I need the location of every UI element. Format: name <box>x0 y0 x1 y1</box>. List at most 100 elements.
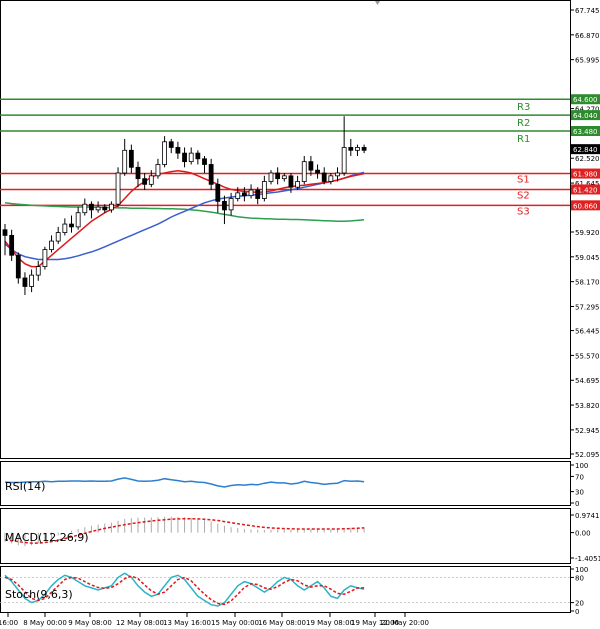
x-tick-label: 9 May 08:00 <box>68 619 112 627</box>
candle-body <box>295 181 301 188</box>
candle[interactable] <box>202 155 207 173</box>
candle[interactable] <box>175 141 181 159</box>
candle[interactable] <box>35 260 41 281</box>
level-badge-s2 <box>571 184 600 195</box>
level-value-r1: 63.480 <box>573 128 598 136</box>
current-price-value: 62.840 <box>573 146 598 154</box>
candle[interactable] <box>89 201 94 219</box>
candle-body <box>228 198 234 211</box>
candle[interactable] <box>215 178 221 213</box>
candle-body <box>281 175 287 180</box>
x-tick-label: 16 May 08:00 <box>258 619 306 627</box>
candle[interactable] <box>155 158 161 179</box>
candle[interactable] <box>9 229 15 261</box>
candle[interactable] <box>75 207 81 230</box>
candle[interactable] <box>335 167 340 182</box>
candle[interactable] <box>188 147 194 165</box>
candle-body <box>321 172 327 182</box>
price-tick-label: 52.945 <box>575 427 600 435</box>
candle-body <box>35 266 41 276</box>
candle[interactable] <box>82 198 88 216</box>
candle[interactable] <box>222 195 227 225</box>
rsi-line <box>4 477 365 488</box>
price-tick-label: 61.645 <box>575 180 600 188</box>
candle[interactable] <box>29 269 35 293</box>
candle-body <box>328 175 334 182</box>
candle-body <box>175 147 181 154</box>
price-tick-label: 52.095 <box>575 451 600 459</box>
candle[interactable] <box>55 226 61 244</box>
price-tick-label: 59.920 <box>575 229 600 237</box>
candle-body <box>122 149 128 174</box>
candle-body <box>182 152 187 163</box>
candle-body <box>135 166 141 180</box>
candle[interactable] <box>248 184 254 199</box>
candle[interactable] <box>49 235 54 253</box>
candle[interactable] <box>122 138 128 176</box>
macd-panel[interactable] <box>0 508 571 564</box>
candle[interactable] <box>268 170 274 185</box>
candle[interactable] <box>255 187 261 205</box>
stoch-panel[interactable] <box>0 566 571 613</box>
candle[interactable] <box>182 147 187 168</box>
price-tick-label: 54.695 <box>575 377 600 385</box>
candle[interactable] <box>281 172 287 182</box>
candle[interactable] <box>102 204 108 213</box>
candle[interactable] <box>348 138 354 156</box>
candle[interactable] <box>361 144 367 154</box>
candle[interactable] <box>261 175 267 202</box>
candle[interactable] <box>22 272 28 295</box>
candle[interactable] <box>301 155 307 185</box>
candle[interactable] <box>42 246 48 270</box>
x-tick-label: 16:00 <box>0 619 18 627</box>
candle[interactable] <box>142 172 148 191</box>
candle[interactable] <box>275 167 281 185</box>
candle[interactable] <box>115 167 121 208</box>
candle-body <box>62 223 68 233</box>
candle-body <box>29 274 35 287</box>
candle[interactable] <box>328 172 334 185</box>
candle[interactable] <box>135 161 141 188</box>
candle-body <box>142 178 148 185</box>
candle[interactable] <box>355 144 360 156</box>
candle[interactable] <box>95 201 101 213</box>
candle[interactable] <box>321 167 327 185</box>
level-name-r1: R1 <box>517 134 530 145</box>
candle-body <box>109 203 114 211</box>
candle[interactable] <box>148 170 154 188</box>
candle[interactable] <box>15 252 21 284</box>
candle[interactable] <box>128 144 134 173</box>
candle[interactable] <box>295 175 301 191</box>
scroll-marker-icon[interactable] <box>375 1 380 5</box>
rsi-tick-label: 0 <box>575 500 579 508</box>
level-value-s2: 61.420 <box>573 186 598 194</box>
candle[interactable] <box>162 136 168 168</box>
candle-body <box>115 172 121 205</box>
candle[interactable] <box>288 172 294 193</box>
candle[interactable] <box>235 187 241 202</box>
candle[interactable] <box>308 155 314 176</box>
candle-body <box>268 172 274 182</box>
candle-body <box>188 152 194 163</box>
candle-body <box>202 158 207 165</box>
candle[interactable] <box>315 164 320 179</box>
candle-body <box>95 206 101 211</box>
candle-body <box>82 203 88 214</box>
stoch-d-line <box>4 575 365 606</box>
candle[interactable] <box>2 224 8 256</box>
candle[interactable] <box>341 116 347 176</box>
candle[interactable] <box>241 187 247 202</box>
main-price-panel[interactable] <box>0 0 571 459</box>
candle[interactable] <box>69 215 74 233</box>
candle[interactable] <box>228 192 234 216</box>
candle[interactable] <box>168 138 174 154</box>
candle[interactable] <box>109 201 114 213</box>
rsi-label: RSI(14) <box>5 480 45 493</box>
candle-body <box>335 172 340 177</box>
candle[interactable] <box>208 158 214 191</box>
level-value-r3: 64.600 <box>573 96 598 104</box>
candle[interactable] <box>62 218 68 236</box>
level-badge-s1 <box>571 168 600 179</box>
candle[interactable] <box>195 150 201 165</box>
price-tick-label: 59.045 <box>575 254 600 262</box>
